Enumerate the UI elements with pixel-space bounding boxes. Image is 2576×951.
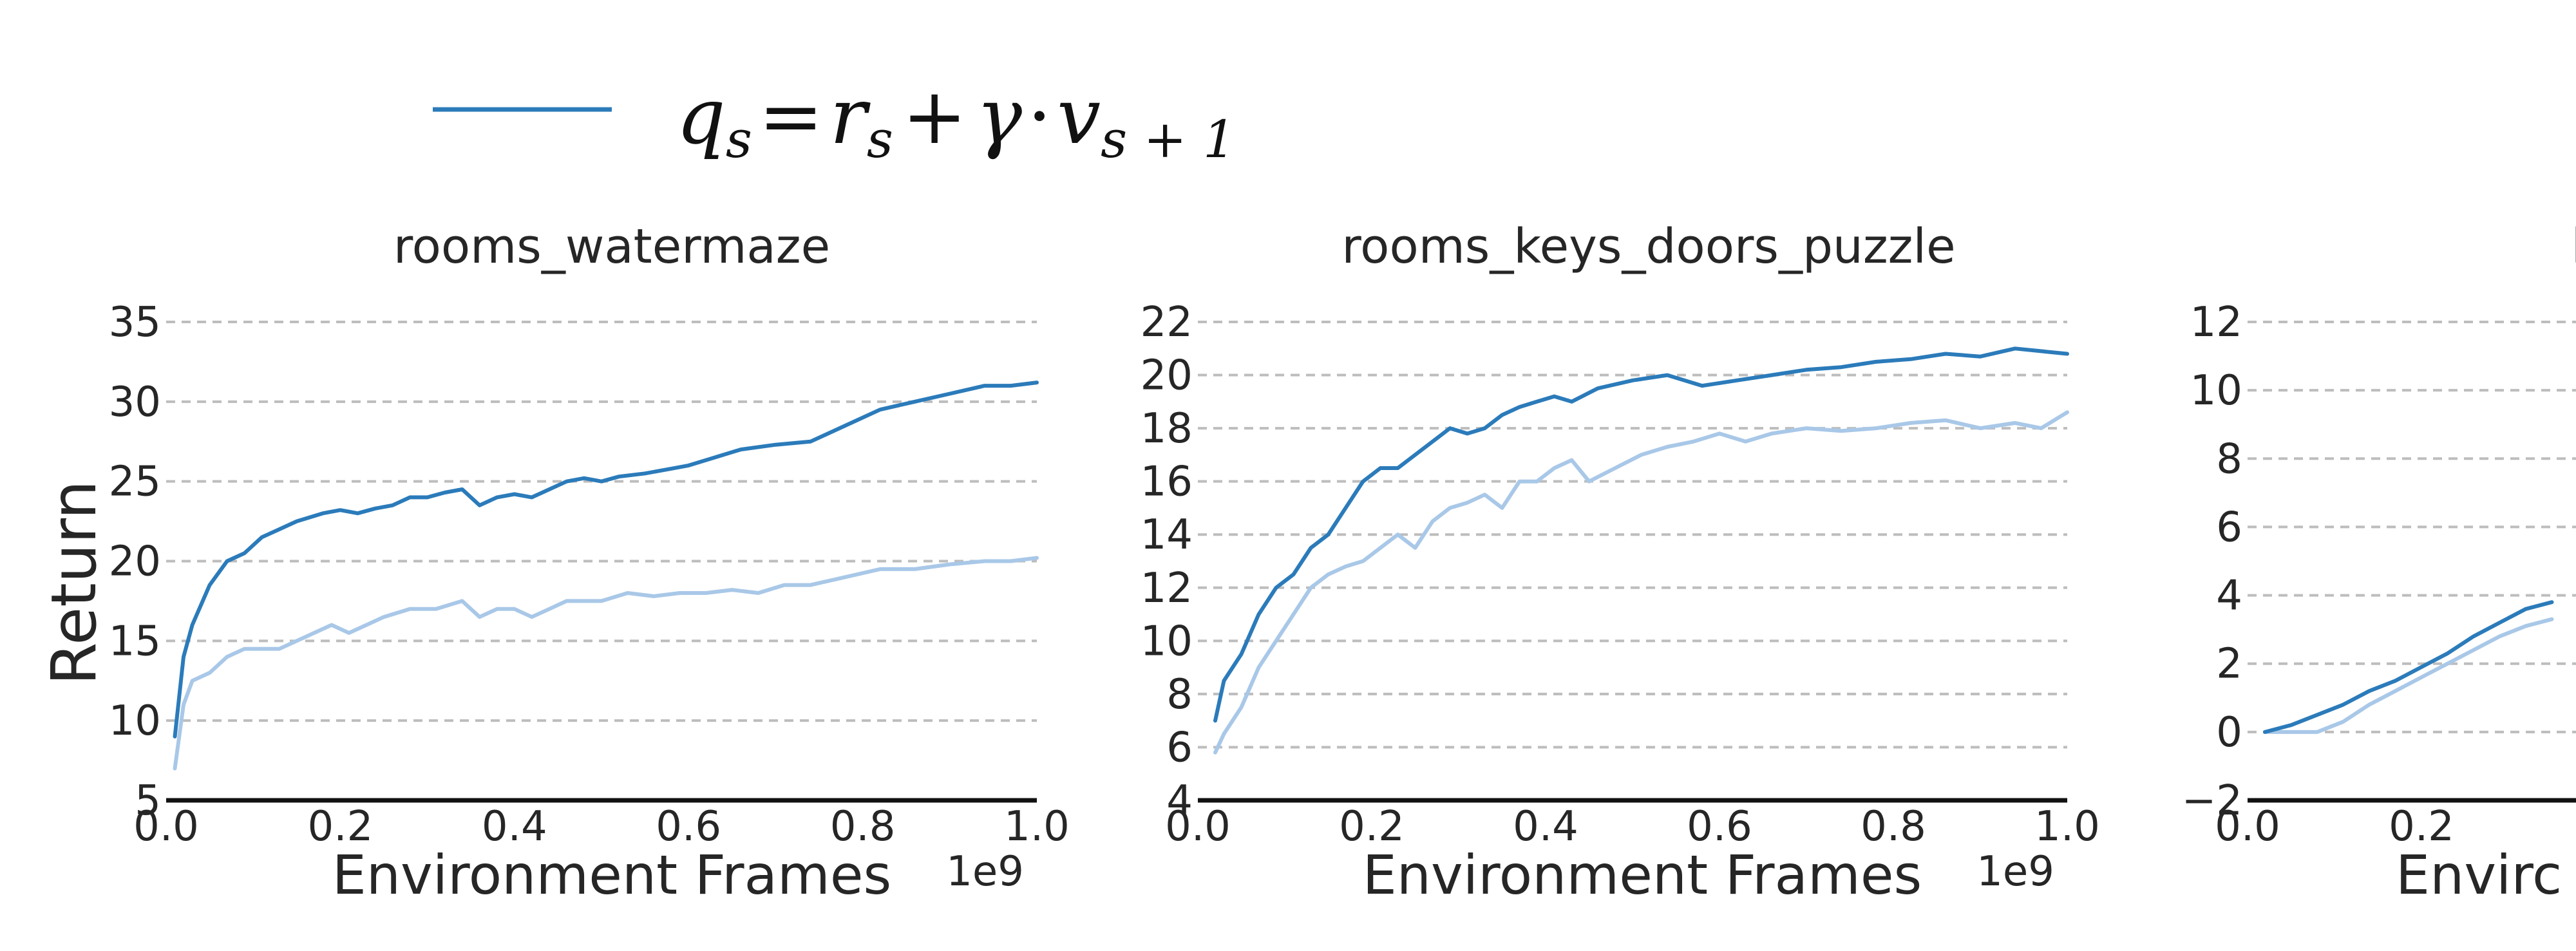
y-tick-label: 10 xyxy=(109,697,161,745)
formula-dot: · xyxy=(1027,72,1052,162)
y-tick-label: 12 xyxy=(1141,565,1193,612)
y-tick-label: 12 xyxy=(2190,299,2242,346)
y-tick-label: 10 xyxy=(2190,367,2242,415)
series-line-light xyxy=(173,556,1039,771)
x-axis-label: Environment Frames xyxy=(332,843,892,907)
x-axis-label: Envirc xyxy=(2396,843,2562,907)
y-tick-label: 5 xyxy=(135,777,161,825)
y-tick-label: 8 xyxy=(1166,671,1193,719)
x-tick-label: 0.2 xyxy=(1339,803,1405,851)
x-tick-label: 0.4 xyxy=(1513,803,1578,851)
y-tick-label: 25 xyxy=(109,458,161,506)
chart-title: rooms_watermaze xyxy=(393,219,830,274)
x-tick-label: 0.4 xyxy=(482,803,547,851)
y-tick-label: 8 xyxy=(2216,435,2242,483)
x-tick-label: 0.2 xyxy=(2389,803,2454,851)
x-axis-label: Environment Frames xyxy=(1363,843,1922,907)
y-tick-label: 4 xyxy=(2216,572,2242,620)
x-tick-label: 0.0 xyxy=(133,803,199,851)
y-tick-label: 6 xyxy=(2216,504,2242,551)
chart-panel-1: rooms_watermaze 5 10 15 20 25 30 35 0.0 0.2 0.4 0.6… xyxy=(109,219,1070,907)
x-offset-label: 1e9 xyxy=(946,848,1024,896)
x-tick-label: 0.6 xyxy=(1687,803,1752,851)
legend-formula: qs=rs + γ·vs + 1 xyxy=(676,72,1236,169)
formula-equals: = xyxy=(759,72,824,162)
formula-q: q xyxy=(676,72,726,162)
legend: qs=rs + γ·vs + 1 xyxy=(433,72,1236,169)
y-tick-label: 20 xyxy=(109,538,161,586)
x-offset-label: 1e9 xyxy=(1976,848,2054,896)
y-tick-label: 14 xyxy=(1141,511,1193,559)
y-tick-label: 10 xyxy=(1141,617,1193,665)
y-tick-label: 16 xyxy=(1141,458,1193,506)
x-tick-label: 0.0 xyxy=(1165,803,1231,851)
chart-title: lasertag_th xyxy=(2571,219,2576,274)
x-tick-label: 1.0 xyxy=(2034,803,2100,851)
y-tick-label: 18 xyxy=(1141,405,1193,453)
x-tick-label: 0.0 xyxy=(2215,803,2280,851)
x-tick-label: 1.0 xyxy=(1004,803,1070,851)
formula-v-subscript: s + 1 xyxy=(1101,109,1236,169)
x-tick-label: 0.6 xyxy=(656,803,721,851)
x-tick-label: 0.8 xyxy=(830,803,896,851)
formula-r: r xyxy=(829,72,871,162)
formula-plus: + xyxy=(902,72,967,162)
formula-q-subscript: s xyxy=(726,109,752,169)
formula-v: v xyxy=(1057,72,1101,162)
series-line-dark xyxy=(2263,600,2554,734)
y-axis-label: Return xyxy=(38,480,110,686)
x-tick-label: 0.8 xyxy=(1861,803,1926,851)
series-line-light xyxy=(2263,617,2554,734)
y-tick-label: 4 xyxy=(1166,777,1193,825)
y-tick-label: 6 xyxy=(1166,724,1193,771)
y-tick-label: 35 xyxy=(109,299,161,346)
y-tick-label: 30 xyxy=(109,379,161,426)
y-tick-label: 22 xyxy=(1141,299,1193,346)
formula-r-subscript: s xyxy=(867,109,893,169)
y-tick-label: 15 xyxy=(109,617,161,665)
series-line-dark xyxy=(173,381,1039,739)
y-tick-label: 2 xyxy=(2216,641,2242,688)
y-tick-label: −2 xyxy=(2182,777,2242,825)
chart-panel-2: rooms_keys_doors_puzzle 4 6 8 10 12 14 16 18 20 22… xyxy=(1141,219,2100,907)
chart-title: rooms_keys_doors_puzzle xyxy=(1341,219,1955,274)
x-tick-label: 0.2 xyxy=(308,803,374,851)
y-tick-label: 20 xyxy=(1141,352,1193,400)
series-line-light xyxy=(1213,410,2069,755)
y-tick-label: 0 xyxy=(2216,709,2242,757)
formula-gamma: γ xyxy=(976,72,1022,162)
series-line-dark xyxy=(1213,346,2069,723)
